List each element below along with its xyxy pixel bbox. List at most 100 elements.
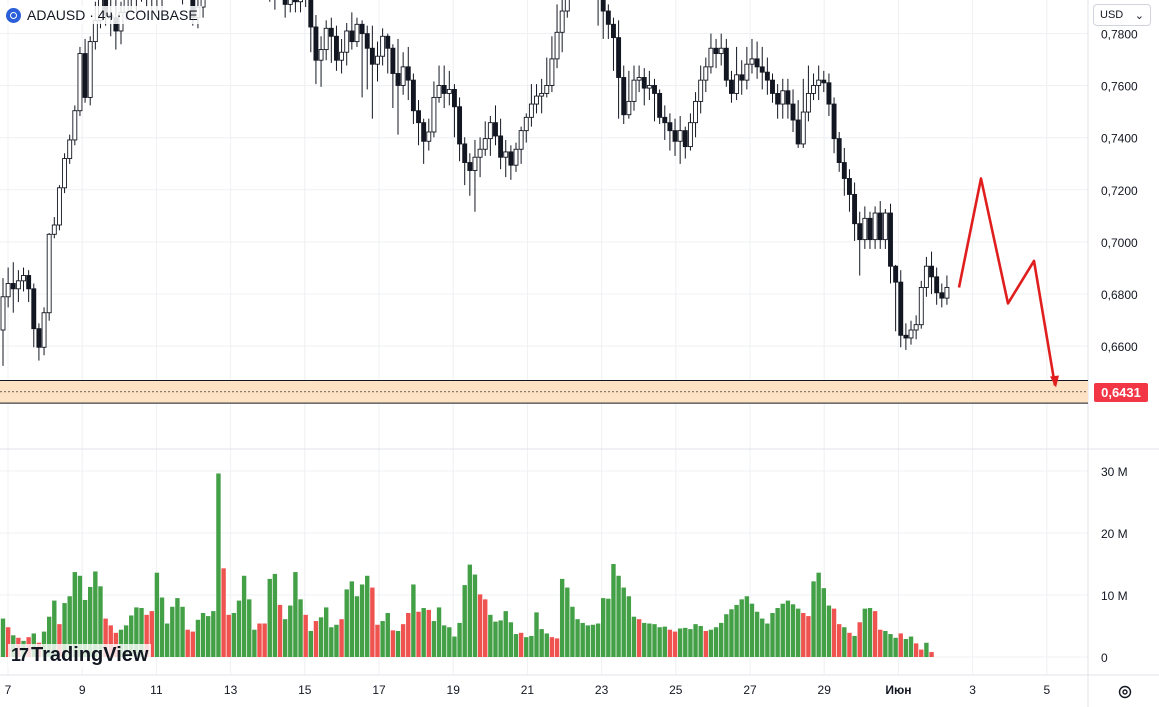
- candle-body: [395, 73, 401, 86]
- volume-bar: [288, 605, 293, 657]
- currency-select[interactable]: USD ⌄: [1093, 4, 1151, 26]
- volume-bar: [816, 572, 821, 657]
- candle-body: [636, 77, 642, 81]
- volume-bar: [590, 624, 596, 657]
- candle-body: [477, 148, 483, 158]
- candle-body: [867, 217, 873, 241]
- candle-body: [652, 85, 657, 94]
- volume-bar: [349, 581, 355, 657]
- volume-bar: [488, 614, 493, 657]
- candle-body: [15, 280, 21, 290]
- candle-body: [626, 100, 632, 116]
- candle-body: [282, 0, 288, 5]
- volume-bar: [88, 586, 93, 657]
- volume-bar: [267, 578, 272, 657]
- candle-body: [770, 79, 775, 94]
- candle-body: [508, 151, 514, 166]
- volume-bar: [380, 621, 385, 657]
- volume-bar: [795, 608, 801, 657]
- currency-label: USD: [1100, 9, 1124, 21]
- candle-body: [31, 288, 37, 330]
- candle-body: [431, 96, 437, 133]
- settings-gear-icon[interactable]: [1117, 684, 1133, 700]
- volume-bar: [503, 611, 508, 657]
- symbol-header[interactable]: ADAUSD · 4ч · COINBASE: [6, 6, 202, 24]
- candle-body: [313, 26, 319, 61]
- volume-bar: [867, 608, 873, 657]
- volume-bar: [749, 603, 755, 657]
- tradingview-logo[interactable]: 17 TradingView: [8, 644, 152, 667]
- volume-bar: [826, 605, 832, 657]
- candle-body: [800, 111, 806, 145]
- candle-body: [287, 0, 293, 5]
- volume-bar: [908, 636, 914, 657]
- volume-bar: [744, 596, 750, 657]
- volume-bar: [180, 606, 185, 657]
- volume-bar: [580, 622, 585, 657]
- candle-body: [41, 312, 47, 348]
- candle-body: [847, 178, 852, 195]
- volume-bar: [652, 624, 657, 657]
- candle-body: [200, 0, 206, 8]
- candle-body: [718, 47, 724, 55]
- volume-bar: [790, 604, 796, 657]
- time-tick-label: 11: [150, 683, 163, 697]
- volume-bar: [857, 622, 862, 657]
- volume-tick-label: 10 M: [1101, 589, 1128, 603]
- volume-bar: [426, 609, 431, 657]
- volume-bar: [513, 634, 519, 657]
- volume-bar: [585, 625, 591, 657]
- volume-bar: [836, 624, 842, 657]
- candle-body: [893, 265, 899, 283]
- candle-body: [667, 122, 673, 132]
- volume-bar: [118, 629, 124, 657]
- volume-bar: [565, 587, 570, 657]
- volume-bar: [811, 581, 816, 657]
- candle-body: [821, 79, 827, 84]
- volume-bar: [754, 611, 760, 657]
- candle-body: [426, 131, 432, 142]
- candle-body: [882, 212, 888, 241]
- candle-body: [616, 37, 622, 78]
- candle-body: [739, 74, 745, 81]
- volume-bar: [67, 596, 72, 657]
- volume-bar: [185, 629, 190, 657]
- candle-body: [646, 85, 652, 89]
- logo-text: TradingView: [31, 644, 149, 666]
- volume-bar: [919, 649, 924, 657]
- candle-body: [790, 103, 796, 121]
- volume-bar: [323, 607, 329, 657]
- volume-bar: [534, 612, 539, 657]
- volume-bar: [200, 612, 206, 657]
- candle-body: [410, 79, 416, 112]
- candle-body: [621, 77, 627, 116]
- volume-bar: [241, 575, 247, 657]
- candle-body: [939, 292, 945, 299]
- candle-body: [549, 58, 555, 86]
- volume-bar: [231, 612, 237, 657]
- candle-body: [21, 275, 26, 282]
- candle-body: [334, 35, 339, 61]
- candle-body: [852, 193, 858, 225]
- volume-bar: [878, 629, 883, 657]
- volume-bar: [416, 611, 421, 657]
- volume-bar: [770, 612, 775, 657]
- time-tick-label: 25: [669, 683, 683, 697]
- price-tick-label: 0,7600: [1101, 80, 1138, 94]
- candle-body: [687, 122, 693, 148]
- volume-axis-labels: 30 M 20 M 10 M 0: [1101, 465, 1128, 665]
- candle-body: [539, 92, 545, 97]
- volume-bar: [62, 603, 67, 657]
- volume-bar: [929, 652, 934, 657]
- forecast-arrow: [957, 177, 1059, 388]
- volume-bar: [852, 635, 857, 657]
- volume-bar: [293, 572, 298, 657]
- candle-body: [836, 138, 842, 163]
- volume-bar: [313, 621, 319, 657]
- volume-bar: [893, 637, 898, 657]
- volume-bar: [780, 603, 785, 657]
- volume-bar: [626, 596, 632, 657]
- volume-bar: [493, 621, 498, 657]
- candle-body: [385, 35, 391, 49]
